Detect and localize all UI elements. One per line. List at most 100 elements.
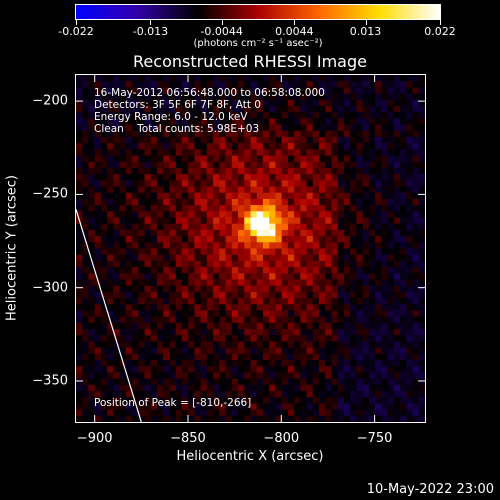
heatmap-cell — [381, 341, 389, 349]
heatmap-cell — [238, 112, 245, 119]
heatmap-cell — [306, 304, 314, 311]
heatmap-cell — [337, 155, 345, 163]
heatmap-cell — [393, 124, 401, 132]
heatmap-cell — [181, 360, 189, 367]
heatmap-cell — [356, 130, 364, 138]
heatmap-cell — [238, 341, 245, 349]
heatmap-cell — [125, 136, 133, 144]
heatmap-cell — [256, 192, 264, 200]
heatmap-cell — [119, 211, 127, 219]
heatmap-cell — [107, 341, 114, 349]
heatmap-cell — [250, 409, 258, 417]
heatmap-cell — [400, 254, 407, 262]
heatmap-cell — [418, 236, 425, 243]
heatmap-cell — [300, 93, 308, 101]
heatmap-cell — [312, 242, 320, 249]
heatmap-cell — [88, 360, 96, 367]
heatmap-cell — [319, 304, 326, 311]
heatmap-cell — [163, 397, 170, 404]
heatmap-cell — [400, 167, 407, 175]
heatmap-cell — [319, 81, 326, 88]
heatmap-cell — [119, 236, 127, 243]
heatmap-cell — [238, 267, 245, 274]
heatmap-cell — [281, 198, 289, 206]
heatmap-cell — [406, 211, 414, 219]
heatmap-cell — [262, 136, 270, 144]
heatmap-cell — [100, 273, 108, 280]
heatmap-cell — [88, 353, 96, 361]
heatmap-cell — [169, 353, 177, 361]
heatmap-cell — [256, 391, 264, 398]
heatmap-cell — [306, 155, 314, 163]
heatmap-cell — [157, 229, 164, 237]
heatmap-cell — [119, 174, 127, 181]
heatmap-cell — [300, 285, 308, 293]
heatmap-cell — [275, 143, 283, 150]
heatmap-cell — [306, 81, 314, 88]
heatmap-cell — [412, 360, 420, 367]
heatmap-cell — [281, 341, 289, 349]
heatmap-cell — [381, 322, 389, 330]
heatmap-cell — [250, 415, 258, 422]
heatmap-cell — [375, 211, 382, 219]
heatmap-cell — [368, 285, 376, 293]
heatmap-cell — [94, 155, 102, 163]
heatmap-cell — [256, 136, 264, 144]
heatmap-cell — [194, 180, 202, 188]
heatmap-cell — [262, 161, 270, 169]
heatmap-cell — [188, 403, 195, 411]
heatmap-cell — [76, 130, 83, 138]
heatmap-cell — [231, 93, 239, 101]
heatmap-cell — [94, 391, 102, 398]
heatmap-cell — [181, 75, 189, 82]
heatmap-cell — [100, 242, 108, 249]
heatmap-cell — [300, 415, 308, 422]
heatmap-cell — [188, 279, 195, 287]
heatmap-cell — [331, 378, 339, 386]
heatmap-cell — [412, 341, 420, 349]
heatmap-cell — [300, 205, 308, 212]
heatmap-cell — [138, 322, 146, 330]
heatmap-cell — [219, 130, 227, 138]
heatmap-cell — [281, 149, 289, 157]
heatmap-cell — [225, 87, 233, 95]
heatmap-cell — [132, 310, 139, 318]
heatmap-cell — [138, 372, 146, 380]
heatmap-cell — [262, 391, 270, 398]
colorbar — [75, 4, 441, 20]
heatmap-cell — [381, 118, 389, 126]
heatmap-cell — [319, 130, 326, 138]
heatmap-cell — [119, 415, 127, 422]
heatmap-cell — [175, 217, 183, 225]
heatmap-cell — [100, 211, 108, 219]
heatmap-cell — [287, 409, 295, 417]
heatmap-cell — [144, 248, 152, 256]
heatmap-cell — [163, 75, 170, 82]
heatmap-cell — [213, 112, 220, 119]
heatmap-cell — [262, 360, 270, 367]
heatmap-cell — [107, 161, 114, 169]
heatmap-cell — [150, 353, 158, 361]
heatmap-cell — [119, 273, 127, 280]
heatmap-cell — [100, 279, 108, 287]
heatmap-cell — [113, 378, 121, 386]
heatmap-cell — [362, 87, 370, 95]
heatmap-cell — [381, 149, 389, 157]
heatmap-cell — [400, 155, 407, 163]
heatmap-cell — [100, 415, 108, 422]
heatmap-cell — [100, 167, 108, 175]
heatmap-cell — [113, 198, 121, 206]
heatmap-cell — [362, 186, 370, 194]
heatmap-cell — [300, 192, 308, 200]
heatmap-cell — [356, 155, 364, 163]
heatmap-cell — [238, 409, 245, 417]
heatmap-cell — [144, 217, 152, 225]
heatmap-cell — [138, 415, 146, 422]
heatmap-cell — [238, 143, 245, 150]
colorbar-tick — [221, 20, 223, 25]
heatmap-cell — [175, 174, 183, 181]
heatmap-cell — [82, 298, 89, 305]
heatmap-cell — [157, 316, 164, 324]
heatmap-cell — [244, 136, 251, 144]
heatmap-cell — [125, 87, 133, 95]
